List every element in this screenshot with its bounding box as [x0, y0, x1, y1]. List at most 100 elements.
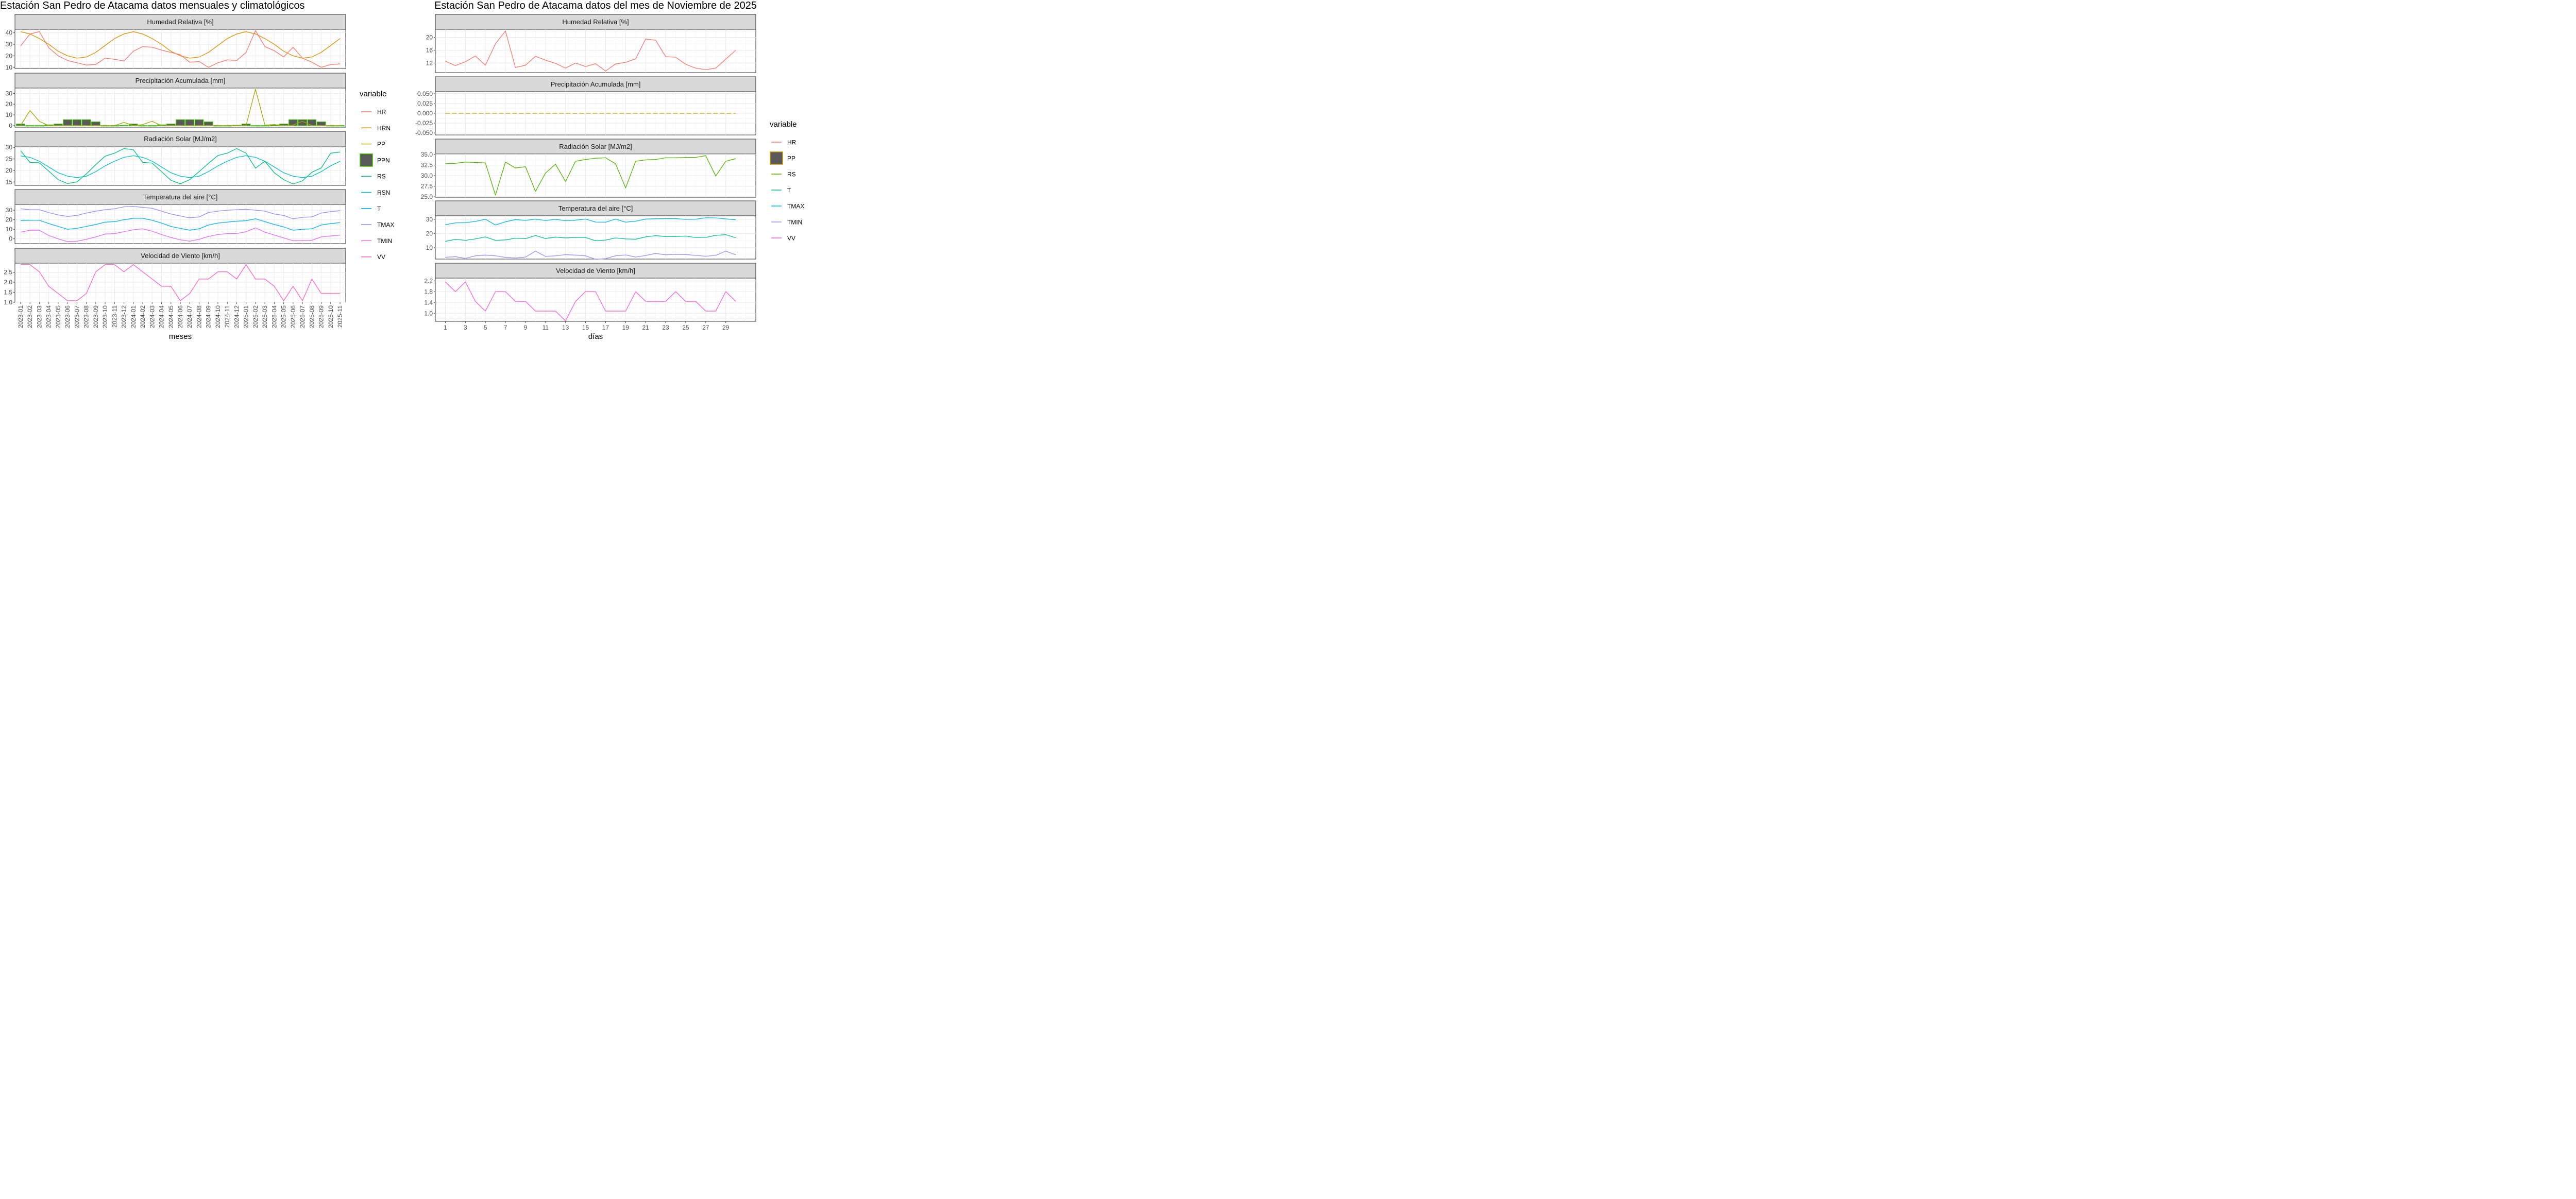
y-tick-label: 20	[6, 52, 13, 59]
bar-ppn	[204, 121, 213, 126]
y-tick-label: 10	[6, 226, 13, 233]
bar-ppn	[194, 119, 204, 126]
legend-label-hr: HR	[787, 139, 796, 146]
x-tick-label: 2025-03	[261, 305, 268, 328]
x-tick-label: 2023-06	[64, 305, 71, 328]
bar-ppn	[63, 119, 72, 126]
facet-strip	[435, 14, 756, 30]
legend-label-pp: PP	[377, 141, 385, 148]
series-line-vv	[445, 281, 736, 321]
x-tick-label: 2025-01	[243, 305, 250, 328]
x-tick-label: 2023-08	[83, 305, 90, 328]
facet-strip-label: Temperatura del aire [°C]	[558, 204, 633, 212]
x-tick-label: 2024-07	[186, 305, 193, 328]
facet-strip-label: Velocidad de Viento [km/h]	[556, 267, 635, 275]
x-tick-label: 29	[722, 324, 730, 331]
x-tick-label: 2024-04	[158, 305, 165, 328]
x-tick-label: 23	[662, 324, 669, 331]
y-tick-label: 20	[6, 167, 13, 174]
x-tick-label: 2023-10	[101, 305, 109, 328]
x-tick-label: 2025-07	[299, 305, 306, 328]
x-tick-label: 2024-10	[214, 305, 222, 328]
y-tick-label: 32.5	[421, 161, 433, 168]
facet-strip	[435, 139, 756, 155]
y-tick-label: 12	[426, 59, 433, 66]
series-line-hr	[20, 30, 341, 68]
facet-strip-label: Temperatura del aire [°C]	[143, 193, 218, 201]
series-line-vv	[20, 264, 341, 301]
x-tick-label: 2024-11	[224, 305, 231, 328]
x-tick-label: 2023-05	[55, 305, 62, 328]
y-tick-label: 20	[6, 100, 13, 108]
x-tick-label: 2024-09	[205, 305, 212, 328]
series-line-rs	[445, 155, 736, 196]
facet-strip	[435, 263, 756, 279]
x-tick-label: 2023-04	[45, 305, 53, 328]
chart-canvas: Estación San Pedro de Atacama datos mens…	[0, 0, 804, 341]
x-tick-label: 21	[642, 324, 650, 331]
legend-label-rsn: RSN	[377, 189, 390, 196]
series-line-pp	[20, 89, 341, 126]
y-tick-label: 10	[426, 244, 433, 251]
facet-strip	[14, 14, 346, 30]
bar-ppn	[185, 119, 195, 126]
bar-ppn	[119, 125, 129, 126]
series-line-tmin	[20, 227, 341, 242]
y-tick-label: 10	[6, 111, 13, 118]
y-tick-label: -0.025	[415, 119, 433, 127]
x-tick-label: 2023-12	[121, 305, 128, 328]
x-tick-label: 15	[582, 324, 589, 331]
bar-ppn	[316, 121, 326, 126]
series-line-rsn	[20, 155, 341, 178]
x-tick-label: 2025-11	[336, 305, 344, 328]
facet-strip	[14, 248, 346, 264]
legend-label-vv: VV	[787, 235, 795, 242]
x-tick-label: 2024-12	[233, 305, 240, 328]
x-tick-label: 2023-09	[92, 305, 99, 328]
facet-strip-label: Velocidad de Viento [km/h]	[141, 252, 220, 260]
facet-strip-label: Radiación Solar [MJ/m2]	[559, 143, 632, 150]
legend-label-vv: VV	[377, 253, 385, 261]
facet-strip	[14, 189, 346, 205]
facet-strip-label: Humedad Relativa [%]	[147, 18, 213, 26]
bar-ppn	[307, 119, 317, 126]
x-tick-label: 2024-02	[139, 305, 146, 328]
y-tick-label: 20	[426, 230, 433, 237]
bar-ppn	[176, 119, 185, 126]
x-axis-title: meses	[169, 332, 192, 341]
facet-strip	[435, 200, 756, 216]
y-tick-label: 2.2	[424, 277, 433, 284]
y-tick-label: 1.0	[4, 299, 12, 306]
x-tick-label: 1	[444, 324, 447, 331]
y-tick-label: 27.5	[421, 183, 433, 190]
y-tick-label: 20	[426, 34, 433, 41]
legend-label-ppn: PPN	[377, 157, 390, 164]
series-line-hr	[445, 30, 736, 72]
legend-label-t: T	[787, 187, 791, 194]
x-tick-label: 2025-05	[280, 305, 287, 328]
y-tick-label: 35.0	[421, 151, 433, 158]
y-tick-label: 2.0	[4, 279, 12, 286]
y-tick-label: 30	[426, 216, 433, 223]
x-tick-label: 2025-08	[308, 305, 315, 328]
facet-strip	[14, 131, 346, 147]
bar-ppn	[72, 119, 82, 126]
legend-label-rs: RS	[787, 171, 796, 178]
x-tick-label: 2024-06	[177, 305, 184, 328]
series-line-rs	[20, 148, 341, 184]
x-tick-label: 11	[543, 324, 549, 331]
y-tick-label: -0.050	[415, 129, 433, 136]
series-line-t	[445, 234, 736, 242]
x-tick-label: 2025-06	[290, 305, 297, 328]
facet-strip-label: Radiación Solar [MJ/m2]	[144, 135, 217, 143]
y-tick-label: 0.050	[417, 90, 433, 97]
y-tick-label: 1.0	[424, 310, 433, 317]
x-tick-label: 17	[602, 324, 609, 331]
legend-key-pp	[770, 151, 783, 165]
bar-ppn	[91, 121, 100, 126]
y-tick-label: 30.0	[421, 172, 433, 179]
x-tick-label: 2025-04	[270, 305, 278, 328]
legend-label-hr: HR	[377, 109, 386, 116]
bar-ppn	[289, 119, 298, 126]
x-tick-label: 13	[562, 324, 569, 331]
